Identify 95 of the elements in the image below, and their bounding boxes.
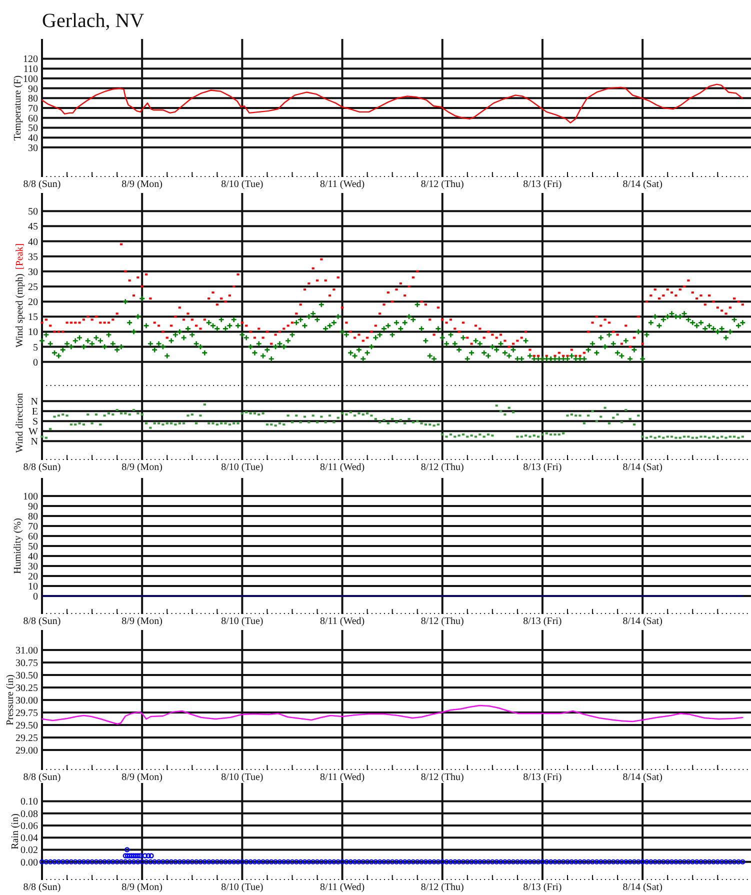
y-tick-label: 29.50	[16, 720, 38, 732]
y-tick-label: 5	[33, 342, 38, 354]
x-tick-label: 8/9 (Mon)	[122, 179, 163, 190]
y-tick-label: 0.06	[20, 820, 38, 832]
y-tick-label: 25	[28, 282, 38, 293]
x-tick-label: 8/10 (Tue)	[221, 179, 264, 190]
x-tick-label: 8/14 (Sat)	[622, 882, 662, 893]
y-tick-label: 0.08	[20, 808, 38, 820]
y-tick-label: 30.75	[16, 658, 38, 669]
x-tick-label: 8/11 (Wed)	[320, 179, 365, 190]
y-tick-label: 0.04	[20, 833, 38, 844]
y-tick-label: 0	[33, 592, 38, 602]
x-tick-label: 8/10 (Tue)	[221, 882, 264, 893]
y-tick-label: 45	[28, 222, 38, 233]
x-tick-label: 8/14 (Sat)	[622, 772, 662, 783]
y-tick-label: 40	[28, 236, 38, 248]
ref-line-label: N	[30, 396, 38, 408]
y-tick-label: 70	[28, 522, 38, 532]
y-tick-label: 0.00	[20, 857, 38, 868]
y-tick-label: 50	[28, 123, 38, 134]
y-tick-label: 20	[28, 572, 38, 582]
x-tick-label: 8/11 (Wed)	[320, 462, 365, 473]
x-tick-label: 8/12 (Thu)	[420, 179, 464, 190]
y-tick-label: 35	[28, 252, 38, 263]
y-tick-label: 100	[23, 492, 38, 502]
ref-line-label: W	[28, 426, 39, 438]
x-tick-label: 8/10 (Tue)	[221, 772, 264, 783]
y-axis-title: Humidity (%)	[12, 518, 24, 574]
x-tick-label: 8/8 (Sun)	[23, 772, 61, 783]
y-tick-label: 50	[28, 206, 38, 218]
x-tick-label: 8/13 (Fri)	[523, 882, 562, 893]
x-tick-label: 8/12 (Thu)	[420, 462, 464, 473]
y-tick-label: 120	[23, 54, 38, 66]
x-tick-label: 8/8 (Sun)	[23, 882, 61, 893]
x-tick-label: 8/13 (Fri)	[523, 462, 562, 473]
y-tick-label: 30.00	[16, 696, 38, 706]
y-tick-label: 40	[28, 552, 38, 562]
y-tick-label: 20	[28, 297, 38, 308]
ref-line-label: E	[32, 406, 38, 418]
y-tick-label: 100	[23, 74, 38, 85]
x-tick-label: 8/9 (Mon)	[122, 772, 163, 783]
x-tick-label: 8/9 (Mon)	[122, 882, 163, 893]
y-tick-label: 15	[28, 312, 38, 324]
x-tick-label: 8/12 (Thu)	[420, 882, 464, 893]
x-tick-label: 8/11 (Wed)	[320, 772, 365, 783]
y-axis-title: Rain (in)	[10, 814, 21, 850]
x-tick-label: 8/9 (Mon)	[122, 462, 163, 473]
x-tick-label: 8/12 (Thu)	[420, 616, 464, 627]
y-tick-label: 40	[28, 133, 38, 144]
x-tick-label: 8/8 (Sun)	[23, 462, 61, 473]
y-tick-label: 0	[33, 357, 38, 368]
y-tick-label: 70	[28, 104, 38, 114]
y-tick-label: 30.50	[16, 670, 38, 682]
y-tick-label: 30	[28, 266, 38, 278]
y-tick-label: 31.00	[16, 646, 38, 656]
x-tick-label: 8/14 (Sat)	[622, 616, 662, 627]
x-tick-label: 8/14 (Sat)	[622, 462, 662, 473]
ref-line-label: S	[32, 416, 38, 428]
y-tick-label: 60	[28, 532, 38, 542]
y-tick-label: 0.10	[20, 796, 38, 808]
y-tick-label: 29.00	[16, 746, 38, 756]
y-tick-label: 10	[28, 327, 38, 338]
y-tick-label: 80	[28, 94, 38, 105]
x-tick-label: 8/13 (Fri)	[523, 616, 562, 627]
y-axis-title: Wind speed (mph)	[14, 274, 26, 348]
x-tick-label: 8/12 (Thu)	[420, 772, 464, 783]
x-tick-label: 8/10 (Tue)	[221, 616, 264, 627]
x-tick-label: 8/13 (Fri)	[523, 179, 562, 190]
y-tick-label: 50	[28, 542, 38, 552]
x-tick-label: 8/13 (Fri)	[523, 772, 562, 783]
x-tick-label: 8/8 (Sun)	[23, 179, 61, 190]
y-tick-label: 30.25	[16, 683, 38, 694]
y-tick-label: 30	[28, 562, 38, 572]
y-tick-label: 0.02	[20, 845, 38, 856]
y-tick-label: 110	[23, 64, 38, 76]
x-tick-label: 8/11 (Wed)	[320, 882, 365, 893]
x-tick-label: 8/11 (Wed)	[320, 616, 365, 627]
y-tick-label: 80	[28, 512, 38, 522]
y-tick-label: 10	[28, 582, 38, 592]
y-axis-title: Temperature (F)	[12, 75, 24, 141]
x-tick-label: 8/14 (Sat)	[622, 179, 662, 190]
y-tick-label: 29.25	[16, 733, 38, 744]
y-axis-title: Wind direction	[14, 393, 26, 453]
y-tick-label: 60	[28, 113, 38, 124]
y-axis-title: Pressure (in)	[5, 674, 16, 726]
x-tick-label: 8/10 (Tue)	[221, 462, 264, 473]
y-tick-label: 90	[28, 84, 38, 95]
chart-title: Gerlach, NV	[42, 10, 145, 32]
text: [Peak]	[14, 243, 26, 270]
ref-line-label: N	[30, 436, 38, 448]
x-tick-label: 8/8 (Sun)	[23, 616, 61, 627]
y-tick-label: 90	[28, 502, 38, 512]
y-tick-label: 29.75	[16, 708, 38, 719]
y-tick-label: 30	[28, 142, 38, 154]
x-tick-label: 8/9 (Mon)	[122, 616, 163, 627]
